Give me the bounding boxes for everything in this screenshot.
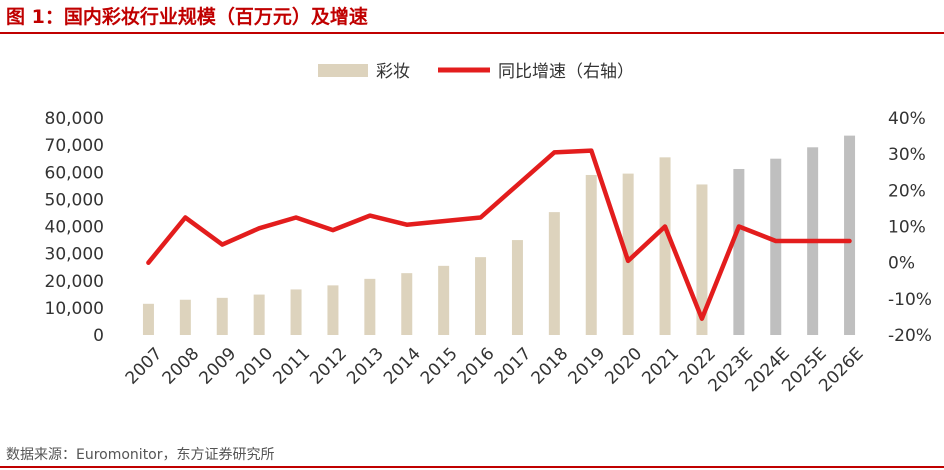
right-axis-tick: 10% (888, 218, 926, 238)
bar-2026E (844, 135, 856, 335)
right-axis-tick: 20% (888, 181, 926, 201)
growth-point-2022 (701, 318, 703, 320)
x-axis-tick-2007: 2007 (122, 344, 167, 389)
legend-swatch-bars (318, 64, 368, 77)
growth-point-2021 (664, 226, 666, 227)
left-axis-tick: 30,000 (45, 245, 104, 265)
growth-point-2013 (369, 215, 371, 217)
bar-2010 (253, 294, 265, 335)
x-axis-tick-2011: 2011 (269, 344, 314, 389)
x-axis-tick-2015: 2015 (417, 344, 462, 389)
x-axis-tick-2014: 2014 (380, 344, 425, 389)
growth-point-2010 (258, 227, 260, 229)
left-axis-tick: 70,000 (45, 136, 104, 156)
left-axis-tick: 20,000 (45, 272, 104, 292)
growth-line (146, 148, 852, 321)
x-axis-tick-2020: 2020 (601, 344, 646, 389)
x-axis-tick-2010: 2010 (232, 344, 277, 389)
bar-2011 (290, 289, 302, 335)
bar-2018 (548, 212, 560, 335)
bar-2017 (511, 240, 523, 335)
bar-2013 (364, 278, 376, 335)
left-axis-tick: 40,000 (45, 218, 104, 238)
x-axis-tick-2012: 2012 (306, 344, 351, 389)
growth-point-2019 (590, 150, 592, 152)
legend-label-bars: 彩妆 (376, 62, 410, 82)
title-divider (0, 32, 944, 34)
left-axis-tick: 0 (93, 326, 104, 346)
bar-2023E (733, 168, 745, 335)
growth-point-2012 (332, 229, 334, 231)
right-axis-tick: 40% (888, 109, 926, 129)
bottom-divider (0, 466, 944, 468)
bar-2009 (216, 297, 228, 335)
growth-point-2015 (443, 220, 445, 222)
bar-2021 (659, 157, 671, 335)
bar-2024E (770, 158, 782, 335)
left-axis-tick: 60,000 (45, 163, 104, 183)
growth-point-2023E (738, 226, 740, 227)
bar-2007 (142, 303, 154, 335)
x-axis-tick-2016: 2016 (454, 344, 499, 389)
chart-title: 图 1：国内彩妆行业规模（百万元）及增速 (6, 6, 368, 28)
left-axis-tick: 80,000 (45, 109, 104, 129)
bar-2012 (327, 285, 339, 335)
growth-point-2007 (147, 262, 149, 264)
growth-point-2026E (849, 240, 851, 242)
x-axis-tick-2017: 2017 (491, 344, 536, 389)
bar-2022 (696, 184, 708, 335)
growth-point-2009 (221, 244, 223, 246)
growth-point-2025E (812, 240, 814, 242)
source-note: 数据来源：Euromonitor，东方证券研究所 (6, 447, 275, 463)
growth-point-2020 (627, 260, 629, 262)
growth-point-2011 (295, 216, 297, 218)
right-axis-tick: 30% (888, 145, 926, 165)
growth-point-2016 (480, 216, 482, 218)
bar-2015 (438, 265, 450, 335)
growth-point-2014 (406, 224, 408, 226)
x-axis-tick-2013: 2013 (343, 344, 388, 389)
growth-point-2024E (775, 240, 777, 242)
growth-point-2017 (516, 184, 518, 186)
x-axis-tick-2009: 2009 (196, 344, 241, 389)
left-axis-tick: 10,000 (45, 299, 104, 319)
x-axis-tick-2018: 2018 (528, 344, 573, 389)
bar-2019 (585, 174, 597, 335)
x-axis-tick-2008: 2008 (159, 344, 204, 389)
legend-label-line: 同比增速（右轴） (498, 62, 634, 82)
bar-2014 (401, 273, 413, 335)
growth-point-2018 (553, 151, 555, 153)
x-axis-tick-2019: 2019 (565, 344, 610, 389)
right-axis-tick: -20% (888, 326, 932, 346)
right-axis-tick: -10% (888, 290, 932, 310)
right-axis-tick: 0% (888, 254, 915, 274)
bar-2008 (179, 299, 191, 335)
left-axis-tick: 50,000 (45, 190, 104, 210)
x-axis-tick-2021: 2021 (638, 344, 683, 389)
growth-point-2008 (184, 216, 186, 218)
bar-2016 (475, 257, 487, 335)
